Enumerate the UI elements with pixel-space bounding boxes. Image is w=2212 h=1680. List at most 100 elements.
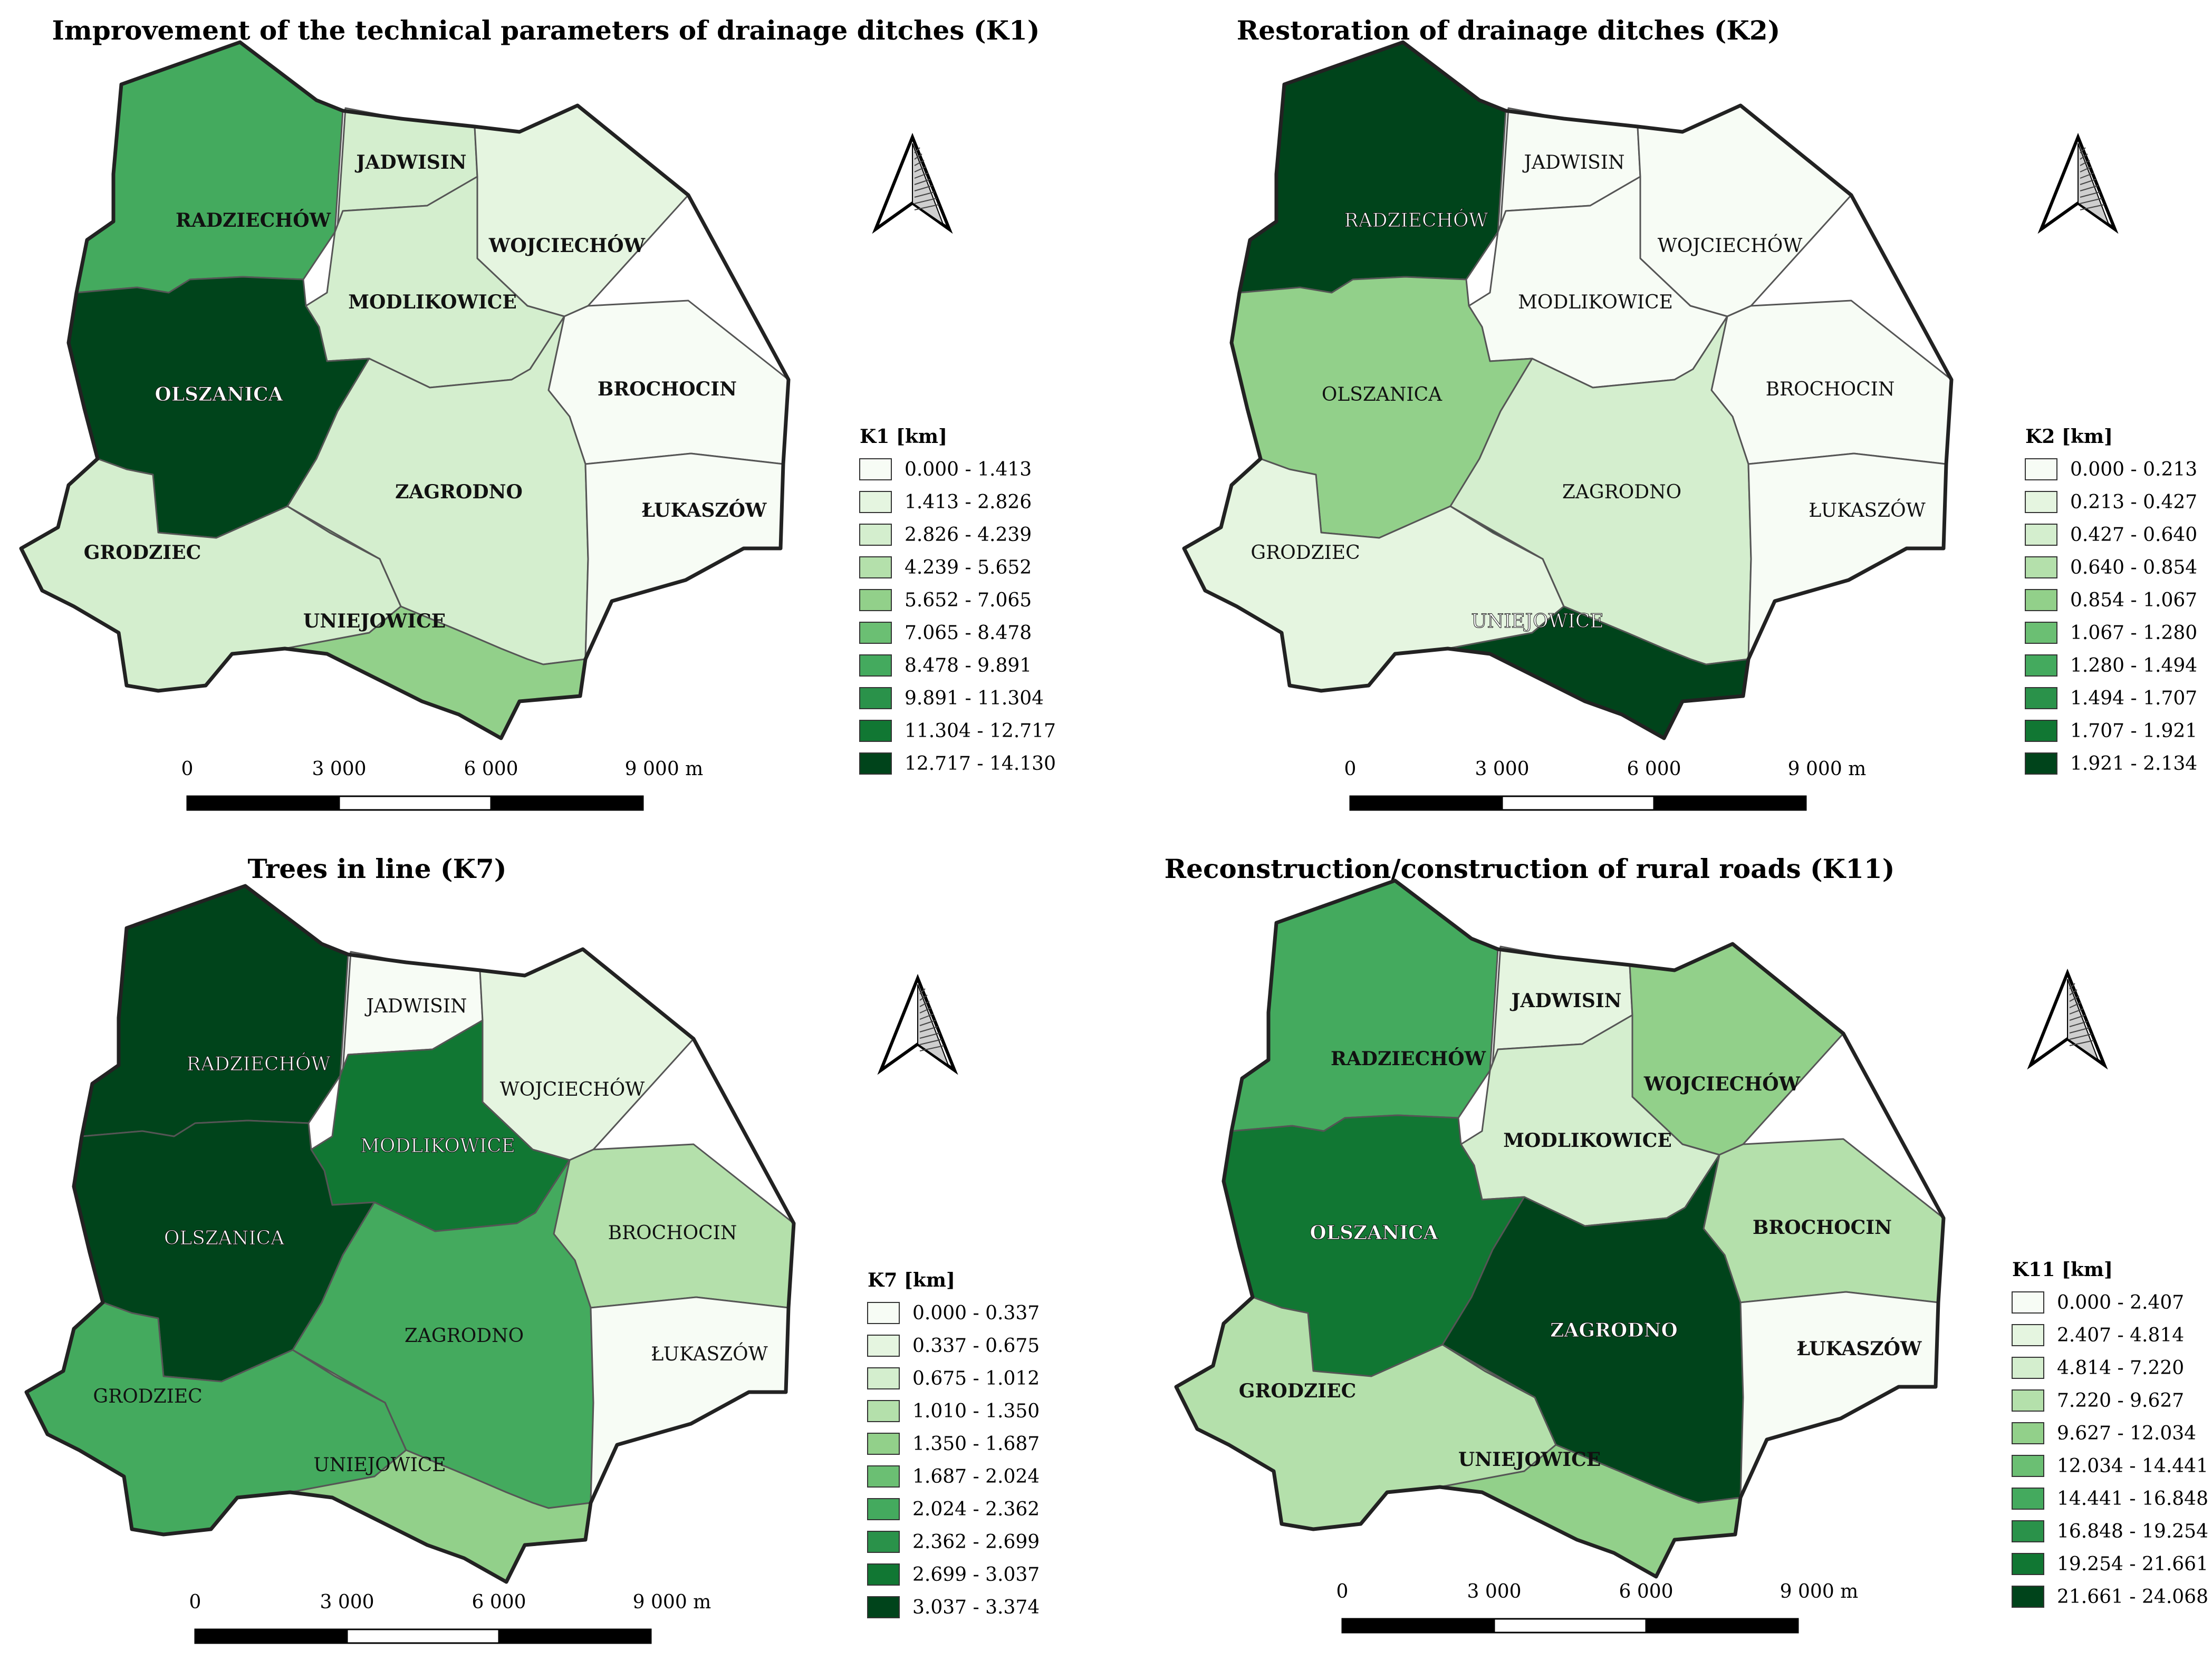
region-label-zagrodno: ZAGRODNO (1550, 1319, 1678, 1341)
municipality-outline (1182, 40, 1954, 740)
municipality-outline (24, 884, 796, 1584)
region-wojciechow (479, 948, 695, 1161)
region-label-lukaszow: ŁUKASZÓW (1809, 499, 1925, 522)
legend-swatch (2012, 1520, 2044, 1542)
legend-swatch (2012, 1586, 2044, 1608)
map-panel-k7: Trees in line (K7) RADZIECHÓW JADWISIN WOJC… (24, 853, 1040, 1644)
region-wojciechow (474, 104, 689, 317)
legend-label: 0.675 - 1.012 (912, 1368, 1040, 1389)
legend-swatch (2012, 1357, 2044, 1379)
legend-swatch (867, 1433, 900, 1455)
legend-label: 2.826 - 4.239 (905, 524, 1032, 546)
legend-swatch (867, 1335, 900, 1357)
legend-swatch (859, 491, 892, 513)
scale-label: 0 (1344, 758, 1357, 780)
legend-label: 1.010 - 1.350 (912, 1401, 1040, 1422)
region-label-olszanica: OLSZANICA (1310, 1222, 1438, 1244)
legend-label: 1.067 - 1.280 (2070, 622, 2197, 644)
legend-swatch (2025, 491, 2057, 513)
legend-swatch (859, 556, 892, 578)
map-panel-k1: Improvement of the technical parameters … (19, 15, 1056, 811)
legend-swatch (867, 1531, 900, 1553)
scale-label: 9 000 m (625, 758, 704, 780)
legend-swatch (2025, 556, 2057, 578)
legend-swatch (2012, 1488, 2044, 1510)
legend-label: 2.362 - 2.699 (912, 1531, 1040, 1553)
legend-swatch (867, 1596, 900, 1618)
legend-label: 5.652 - 7.065 (905, 590, 1032, 611)
legend-swatch (867, 1563, 900, 1586)
region-radziechow (81, 885, 349, 1137)
map-title: Reconstruction/construction of rural roa… (1165, 853, 1895, 884)
map-panel-k11: Reconstruction/construction of rural roa… (1165, 853, 2208, 1634)
region-radziechow (1238, 41, 1507, 294)
legend-label: 12.717 - 14.130 (905, 753, 1056, 775)
region-label-grodziec: GRODZIEC (1251, 542, 1360, 564)
region-wojciechow (1629, 943, 1844, 1156)
legend-label: 21.661 - 24.068 (2057, 1586, 2208, 1608)
legend-title: K1 [km] (860, 426, 947, 448)
legend-swatch (2025, 622, 2057, 644)
scale-label: 3 000 (1475, 758, 1529, 780)
map-panel-k2: Restoration of drainage ditches (K2)RADZ… (1182, 15, 2197, 811)
scale-label: 0 (181, 758, 194, 780)
legend-label: 0.854 - 1.067 (2070, 590, 2197, 611)
legend-swatch (867, 1302, 900, 1324)
scale-label: 6 000 (464, 758, 518, 780)
region-label-olszanica: OLSZANICA (164, 1228, 285, 1249)
region-label-wojciechow: WOJCIECHÓW (1643, 1073, 1801, 1095)
legend: K11 [km] 0.000 - 2.407 2.407 - 4.814 4.814 … (2012, 1259, 2208, 1608)
legend-swatch (859, 622, 892, 644)
legend-title: K2 [km] (2025, 426, 2113, 448)
scale-label: 9 000 m (1788, 758, 1867, 780)
map-area: RADZIECHÓW JADWISIN WOJCIECHÓW MODLIKOWICE O… (1174, 878, 1946, 1579)
legend-label: 2.699 - 3.037 (912, 1564, 1040, 1586)
legend-label: 8.478 - 9.891 (905, 655, 1032, 677)
region-label-wojciechow: WOJCIECHÓW (500, 1078, 645, 1100)
legend-swatch (2012, 1455, 2044, 1477)
legend-label: 4.239 - 5.652 (905, 557, 1032, 578)
north-arrow-icon (2027, 968, 2108, 1070)
legend-label: 2.407 - 4.814 (2057, 1325, 2184, 1346)
legend: K7 [km] 0.000 - 0.337 0.337 - 0.675 0.675 -… (867, 1269, 1040, 1618)
legend-swatch (2025, 458, 2057, 480)
region-label-uniejowice: UNIEJOWICE (1458, 1449, 1601, 1471)
region-label-uniejowice: UNIEJOWICE (303, 610, 446, 632)
legend-label: 0.000 - 1.413 (905, 459, 1032, 480)
legend-label: 9.627 - 12.034 (2057, 1423, 2196, 1444)
region-label-lukaszow: ŁUKASZÓW (1797, 1338, 1922, 1360)
scale-label: 3 000 (320, 1591, 374, 1613)
region-label-wojciechow: WOJCIECHÓW (1658, 235, 1802, 257)
region-label-uniejowice: UNIEJOWICE (313, 1454, 446, 1476)
scale-label: 3 000 (1467, 1581, 1521, 1602)
legend-label: 1.280 - 1.494 (2070, 655, 2197, 677)
legend-label: 0.000 - 0.213 (2070, 459, 2197, 480)
scale-label: 6 000 (1627, 758, 1681, 780)
legend-label: 0.640 - 0.854 (2070, 557, 2197, 578)
legend-swatch (867, 1367, 900, 1389)
region-lukaszow (1747, 452, 1947, 660)
north-arrow-icon (877, 973, 958, 1075)
legend-label: 1.707 - 1.921 (2070, 720, 2197, 742)
legend-swatch (2012, 1389, 2044, 1412)
map-title: Trees in line (K7) (248, 853, 507, 884)
region-label-zagrodno: ZAGRODNO (395, 481, 523, 503)
north-arrow-icon (872, 132, 953, 234)
legend-label: 1.687 - 2.024 (912, 1466, 1040, 1488)
legend-label: 7.065 - 8.478 (905, 622, 1032, 644)
region-label-grodziec: GRODZIEC (1239, 1380, 1356, 1402)
region-label-zagrodno: ZAGRODNO (405, 1325, 524, 1347)
scale-label: 6 000 (1619, 1581, 1673, 1602)
region-label-jadwisin: JADWISIN (354, 151, 466, 173)
region-label-brochocin: BROCHOCIN (1766, 379, 1895, 400)
region-label-jadwisin: JADWISIN (364, 996, 467, 1017)
legend-swatch (2025, 687, 2057, 709)
map-area: RADZIECHÓW JADWISIN WOJCIECHÓW MODLIKOWICE O… (1182, 40, 1954, 740)
scale-label: 6 000 (472, 1591, 526, 1613)
legend-label: 0.337 - 0.675 (912, 1335, 1040, 1357)
scale-label: 9 000 m (633, 1591, 711, 1613)
legend-swatch (2025, 752, 2057, 775)
legend-swatch (859, 752, 892, 775)
legend-title: K7 [km] (868, 1269, 955, 1291)
region-label-modlikowice: MODLIKOWICE (1503, 1129, 1672, 1152)
